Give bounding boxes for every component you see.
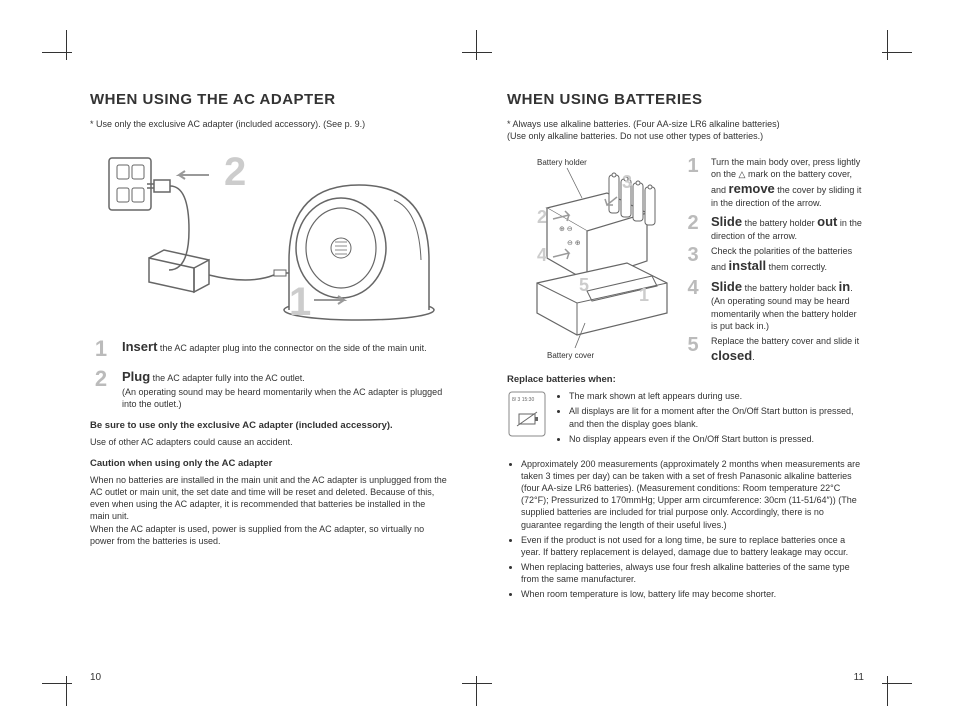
step-row: 5 Replace the battery cover and slide it… — [685, 335, 864, 365]
crop-mark — [887, 676, 888, 706]
right-page: WHEN USING BATTERIES * Always use alkali… — [507, 90, 864, 656]
battery-section: Battery holder — [507, 153, 864, 368]
lowbat-row: 8/ 3 15:30 The mark shown at left appear… — [507, 390, 864, 448]
svg-text:5: 5 — [579, 275, 589, 295]
left-steps: 1 Insert the AC adapter plug into the co… — [90, 338, 447, 410]
lowbat-date: 8/ 3 15:30 — [512, 397, 534, 403]
list-item: All displays are lit for a moment after … — [569, 405, 864, 429]
step-row: 1 Turn the main body over, press lightly… — [685, 156, 864, 210]
svg-text:⊖ ⊕: ⊖ ⊕ — [567, 240, 581, 247]
left-page: WHEN USING THE AC ADAPTER * Use only the… — [90, 90, 447, 656]
step-text: Insert the AC adapter plug into the conn… — [122, 338, 447, 360]
step-row: 2 Slide the battery holder out in the di… — [685, 213, 864, 243]
step-number: 3 — [685, 245, 701, 275]
list-item: Approximately 200 measurements (approxim… — [521, 458, 864, 531]
step-number: 1 — [90, 338, 112, 360]
lowbat-icon: 8/ 3 15:30 — [507, 390, 547, 448]
step-row: 1 Insert the AC adapter plug into the co… — [90, 338, 447, 360]
page-number-right: 11 — [854, 671, 864, 685]
step-text: Check the polarities of the batteries an… — [711, 245, 864, 275]
step-row: 2 Plug the AC adapter fully into the AC … — [90, 368, 447, 410]
crop-mark — [887, 30, 888, 60]
step-text: Plug the AC adapter fully into the AC ou… — [122, 368, 447, 410]
crop-mark — [42, 52, 72, 53]
replace-heading: Replace batteries when: — [507, 374, 864, 387]
list-item: No display appears even if the On/Off St… — [569, 433, 864, 445]
replace-bullets: The mark shown at left appears during us… — [555, 390, 864, 448]
step-text: Turn the main body over, press lightly o… — [711, 156, 864, 210]
step-number: 5 — [685, 335, 701, 365]
battery-steps: 1 Turn the main body over, press lightly… — [685, 153, 864, 368]
crop-mark — [42, 683, 72, 684]
right-note: * Always use alkaline batteries. (Four A… — [507, 118, 864, 142]
crop-mark — [66, 30, 67, 60]
svg-text:2: 2 — [537, 207, 547, 227]
svg-text:Battery holder: Battery holder — [537, 158, 587, 167]
svg-text:Battery cover: Battery cover — [547, 351, 594, 360]
fig-num-1: 1 — [289, 280, 311, 324]
left-note: * Use only the exclusive AC adapter (inc… — [90, 118, 447, 130]
step-number: 4 — [685, 278, 701, 332]
svg-text:⊕ ⊖: ⊕ ⊖ — [559, 226, 573, 233]
page-number-left: 10 — [90, 671, 101, 685]
fig-num-2: 2 — [224, 150, 246, 194]
list-item: Even if the product is not used for a lo… — [521, 534, 864, 558]
step-row: 3 Check the polarities of the batteries … — [685, 245, 864, 275]
general-bullets: Approximately 200 measurements (approxim… — [507, 458, 864, 601]
crop-mark — [476, 676, 477, 706]
page-spread: WHEN USING THE AC ADAPTER * Use only the… — [90, 90, 864, 656]
caution-body: When no batteries are installed in the m… — [90, 474, 447, 547]
step-row: 4 Slide the battery holder back in. (An … — [685, 278, 864, 332]
battery-figure: Battery holder — [507, 153, 677, 368]
list-item: The mark shown at left appears during us… — [569, 390, 864, 402]
step-text: Slide the battery holder out in the dire… — [711, 213, 864, 243]
list-item: When room temperature is low, battery li… — [521, 588, 864, 600]
left-title: WHEN USING THE AC ADAPTER — [90, 90, 447, 110]
ac-adapter-figure: 2 1 — [90, 140, 447, 330]
svg-text:3: 3 — [622, 172, 632, 192]
list-item: When replacing batteries, always use fou… — [521, 561, 864, 585]
warning-heading: Be sure to use only the exclusive AC ada… — [90, 420, 447, 433]
step-number: 1 — [685, 156, 701, 210]
crop-mark — [462, 683, 492, 684]
step-number: 2 — [90, 368, 112, 410]
svg-text:1: 1 — [639, 285, 649, 305]
warning-body: Use of other AC adapters could cause an … — [90, 436, 447, 448]
svg-text:4: 4 — [537, 245, 547, 265]
right-title: WHEN USING BATTERIES — [507, 90, 864, 110]
crop-mark — [476, 30, 477, 60]
step-number: 2 — [685, 213, 701, 243]
step-text: Replace the battery cover and slide it c… — [711, 335, 864, 365]
caution-heading: Caution when using only the AC adapter — [90, 458, 447, 471]
crop-mark — [66, 676, 67, 706]
step-text: Slide the battery holder back in. (An op… — [711, 278, 864, 332]
crop-mark — [462, 52, 492, 53]
